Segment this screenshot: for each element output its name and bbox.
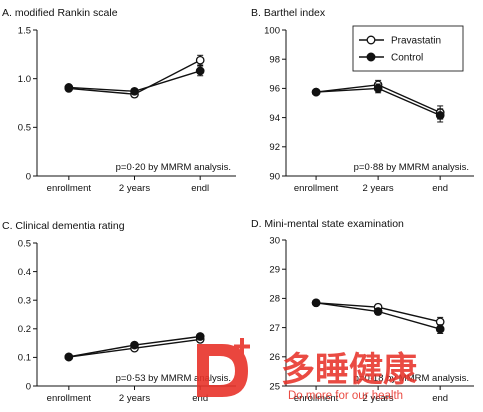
panel-annotation: p=0·20 by MMRM analysis.	[116, 162, 231, 173]
chart-panel-a: A. modified Rankin scale 0 0.5 1.0 1.5 enroll…	[2, 7, 236, 194]
y-tick-label: 98	[269, 55, 280, 66]
y-tick-label: 0.5	[18, 238, 31, 249]
control-data-point	[373, 307, 383, 316]
chart-panel-c: C. Clinical dementia rating 0 0.1 0.2 0.3 0.4…	[2, 220, 236, 404]
x-tick-label: 2 years	[363, 393, 394, 404]
y-tick-label: 27	[269, 323, 280, 334]
panel-title: B. Barthel index	[251, 7, 326, 19]
y-tick-label: 1.0	[18, 74, 31, 85]
control-data-point	[435, 324, 445, 334]
x-tick-label: enrollment	[47, 393, 92, 404]
x-tick-label: enrollment	[294, 393, 339, 404]
x-tick-label: 2 years	[119, 393, 150, 404]
legend-control-label: Control	[391, 53, 423, 64]
control-data-point	[311, 298, 321, 308]
control-data-point	[373, 84, 383, 93]
panel-annotation: p=0·53 by MMRM analysis.	[116, 373, 231, 384]
panel-annotation: p=0·88 by MMRM analysis.	[354, 162, 469, 173]
watermark-plus-h	[234, 344, 250, 349]
y-tick-label: 0.1	[18, 353, 31, 364]
control-data-point	[435, 111, 445, 120]
y-tick-label: 0.3	[18, 296, 31, 307]
x-tick-label: 2 years	[363, 183, 394, 194]
watermark-d-shape	[197, 344, 248, 397]
panel-title: A. modified Rankin scale	[2, 7, 118, 19]
watermark-logo	[197, 338, 250, 397]
y-tick-label: 0.2	[18, 324, 31, 335]
panel-title: D. Mini-mental state examination	[251, 218, 404, 230]
x-tick-label: enrollment	[47, 183, 92, 194]
watermark: 多睡健康 Do more for our health	[197, 338, 417, 402]
y-tick-label: 29	[269, 265, 280, 276]
control-data-point	[130, 340, 139, 350]
y-tick-label: 0.5	[18, 123, 31, 134]
y-tick-label: 30	[269, 235, 280, 246]
legend-pravastatin-marker	[366, 35, 376, 45]
legend: Pravastatin Control	[352, 25, 464, 72]
y-tick-label: 0	[26, 171, 31, 182]
chart-panels: A. modified Rankin scale 0 0.5 1.0 1.5 enroll…	[2, 7, 474, 404]
control-data-point	[64, 83, 74, 92]
x-tick-label: enrollment	[294, 183, 339, 194]
watermark-english-text: Do more for our health	[288, 390, 403, 402]
pravastatin-data-point	[195, 55, 205, 65]
panel-annotation: p=0·18 by MMRM analysis.	[354, 373, 469, 384]
legend-pravastatin-label: Pravastatin	[391, 36, 441, 47]
x-tick-label: endl	[191, 183, 209, 194]
y-tick-label: 92	[269, 142, 280, 153]
chart-panel-b: B. Barthel index 90 92 94 96 98 100 enrollment 2…	[251, 7, 474, 194]
x-tick-label: end	[432, 183, 448, 194]
legend-frame	[352, 25, 464, 72]
control-data-point	[130, 86, 139, 96]
y-tick-label: 96	[269, 84, 280, 95]
legend-control-marker	[366, 52, 376, 62]
x-tick-label: 2 years	[119, 183, 150, 194]
y-tick-label: 90	[269, 171, 280, 182]
y-tick-label: 0.4	[18, 267, 31, 278]
panel-title: C. Clinical dementia rating	[2, 220, 125, 232]
control-data-point	[64, 352, 74, 362]
chart-panel-d: D. Mini-mental state examination 25 26 27 28…	[251, 218, 474, 404]
control-data-point	[195, 66, 205, 76]
x-tick-label: end	[192, 393, 208, 404]
y-tick-label: 100	[264, 25, 280, 36]
watermark-chinese-text: 多睡健康	[281, 350, 417, 389]
y-tick-label: 94	[269, 113, 280, 124]
x-tick-label: end	[432, 393, 448, 404]
y-tick-label: 0	[26, 381, 31, 392]
control-data-point	[311, 87, 321, 97]
y-tick-label: 28	[269, 294, 280, 305]
y-tick-label: 26	[269, 352, 280, 363]
control-data-point	[195, 332, 205, 341]
y-tick-label: 1.5	[18, 25, 31, 36]
y-tick-label: 25	[269, 381, 280, 392]
